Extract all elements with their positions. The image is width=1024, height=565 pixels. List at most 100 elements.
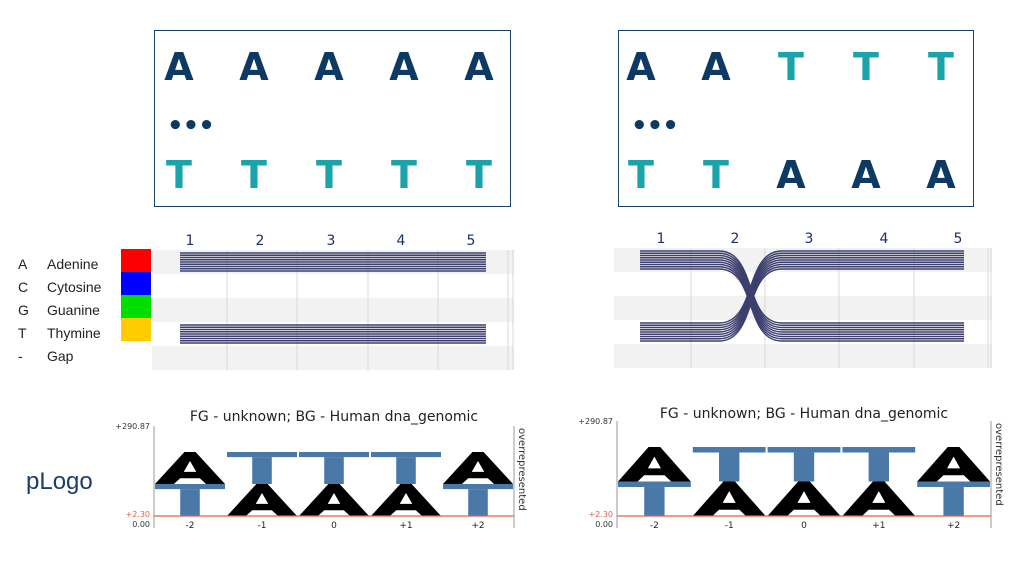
- legend-swatch: [121, 295, 151, 318]
- crossing-line: [640, 250, 964, 324]
- legend-name: Guanine: [47, 302, 100, 318]
- y-label-bottom: 0.00: [132, 520, 150, 529]
- sequence-box-left: A A A A A T T T T T •••: [154, 30, 511, 207]
- adenine-glyph-hole: [947, 456, 961, 469]
- ellipsis: •••: [167, 111, 215, 141]
- position-label: 0: [331, 521, 337, 531]
- position-label: 2: [256, 233, 265, 249]
- thymine-glyph-stem: [396, 457, 416, 484]
- thymine-glyph-bar: [917, 481, 990, 488]
- crossing-line: [640, 263, 964, 338]
- plogo-title: FG - unknown; BG - Human dna_genomic: [190, 409, 478, 425]
- position-label: -2: [650, 521, 659, 531]
- legend-name: Gap: [47, 348, 74, 364]
- position-label: +2: [471, 521, 484, 531]
- thymine-glyph-stem: [252, 457, 272, 484]
- sequence-letter: A: [239, 45, 269, 89]
- thymine-glyph-stem: [180, 489, 200, 516]
- sequence-box-right: A A T T T T T A A A •••: [618, 30, 974, 207]
- thymine-glyph-stem: [644, 487, 665, 516]
- legend-name: Cytosine: [47, 279, 102, 295]
- position-label: +1: [872, 521, 885, 531]
- sequence-letter: A: [389, 45, 419, 89]
- thymine-glyph-stem: [324, 457, 344, 484]
- adenine-glyph-hole: [872, 491, 886, 503]
- legend-swatch: [121, 318, 151, 341]
- legend-code: A: [18, 256, 28, 272]
- thymine-glyph-stem: [719, 452, 740, 482]
- crossing-line: [640, 261, 964, 335]
- sequence-letter: T: [241, 153, 267, 197]
- sequence-letter: T: [391, 153, 417, 197]
- grid-row: [152, 298, 514, 322]
- thymine-glyph-bar: [767, 447, 841, 453]
- thymine-glyph-bar: [155, 484, 225, 490]
- grid-row: [152, 346, 514, 370]
- position-label: -1: [725, 521, 734, 531]
- crossing-line: [640, 254, 964, 329]
- position-label: -1: [258, 521, 267, 531]
- adenine-glyph-hole: [797, 491, 811, 503]
- sequence-letter: T: [316, 153, 342, 197]
- position-label: 2: [731, 231, 740, 247]
- thymine-glyph-bar: [299, 452, 369, 458]
- thymine-glyph-bar: [618, 481, 691, 488]
- legend-name: Adenine: [47, 256, 99, 272]
- adenine-glyph-hole: [722, 491, 736, 503]
- adenine-glyph-hole: [183, 460, 197, 472]
- adenine-glyph-hole: [327, 492, 341, 504]
- crossing-line: [640, 268, 964, 342]
- position-label: 1: [657, 231, 666, 247]
- position-label: 3: [805, 231, 814, 247]
- thymine-glyph-bar: [443, 484, 513, 490]
- plogo-label: pLogo: [26, 468, 93, 495]
- grid-row: [614, 296, 992, 320]
- position-label: +2: [947, 521, 960, 531]
- grid-row: [152, 274, 514, 298]
- legend-swatch: [121, 249, 151, 272]
- alignment-graph-left: 1 2 3 4 5: [152, 233, 514, 370]
- thymine-glyph-stem: [468, 489, 488, 516]
- grid-row: [614, 344, 992, 368]
- position-label: 4: [397, 233, 406, 249]
- plogo-chart-left: FG - unknown; BG - Human dna_genomic +290…: [115, 409, 527, 531]
- alignment-graph-right: 1 2 3 4 5: [614, 231, 992, 368]
- ellipsis: •••: [631, 111, 679, 141]
- sequence-letter: T: [166, 153, 192, 197]
- sequence-letter: A: [314, 45, 344, 89]
- position-label: 5: [467, 233, 476, 249]
- y-label-threshold: +2.30: [125, 510, 150, 519]
- thymine-glyph-bar: [692, 447, 766, 453]
- adenine-glyph-hole: [399, 492, 413, 504]
- side-label: overrepresented: [993, 423, 1004, 506]
- y-label-top: +290.87: [115, 422, 150, 431]
- sequence-letter: T: [853, 45, 879, 89]
- crossing-line: [640, 257, 964, 331]
- sequence-letter: T: [778, 45, 804, 89]
- sequence-letter: A: [164, 45, 194, 89]
- position-label: 0: [801, 521, 807, 531]
- plogo-chart-right: FG - unknown; BG - Human dna_genomic +290…: [578, 406, 1004, 531]
- plogo-stacks: [618, 447, 990, 516]
- thymine-glyph-stem: [793, 452, 815, 482]
- legend-code: T: [18, 325, 27, 341]
- thymine-glyph-stem: [943, 487, 964, 516]
- thymine-glyph-bar: [371, 452, 441, 458]
- position-label: -2: [186, 521, 195, 531]
- sequence-letter: T: [703, 153, 729, 197]
- position-label: 5: [954, 231, 963, 247]
- sequence-lines: [180, 252, 486, 344]
- grid-row: [614, 272, 992, 296]
- adenine-glyph-hole: [647, 456, 661, 469]
- sequence-letter: A: [701, 45, 731, 89]
- sequence-letter: A: [926, 153, 956, 197]
- sequence-letter: A: [464, 45, 494, 89]
- adenine-glyph-hole: [471, 460, 485, 472]
- crossing-line: [640, 266, 964, 340]
- sequence-letter: A: [851, 153, 881, 197]
- sequence-letter: T: [628, 153, 654, 197]
